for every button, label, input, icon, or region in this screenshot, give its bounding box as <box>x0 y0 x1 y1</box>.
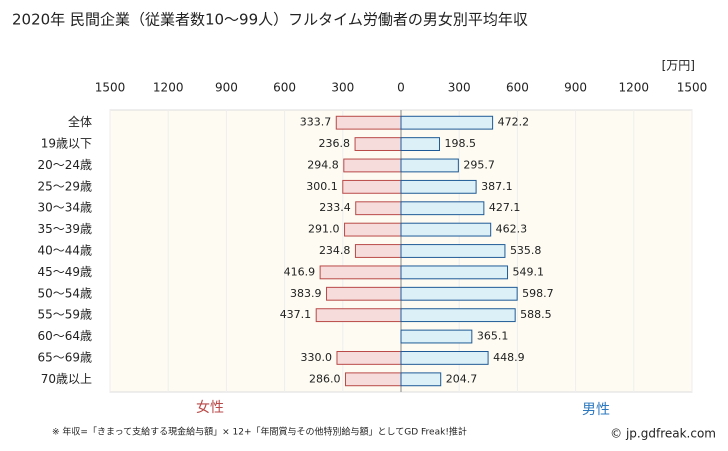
x-tick-label: 1500 <box>677 81 708 95</box>
value-label: 448.9 <box>493 351 525 364</box>
value-label: 387.1 <box>481 180 513 193</box>
bar <box>343 158 402 173</box>
y-tick-label: 60～64歳 <box>37 329 92 343</box>
y-tick-label: 25～29歳 <box>37 179 92 193</box>
x-tick-label: 600 <box>506 81 529 95</box>
y-tick-label: 55～59歳 <box>37 308 92 322</box>
bar <box>400 286 518 301</box>
bar <box>400 201 485 216</box>
value-label: 291.0 <box>308 223 340 236</box>
value-label: 198.5 <box>445 137 477 150</box>
value-label: 333.7 <box>300 116 332 129</box>
x-tick-label: 0 <box>397 81 405 95</box>
x-tick-label: 300 <box>331 81 354 95</box>
bar <box>336 351 402 365</box>
unit-label: [万円] <box>662 59 695 73</box>
value-label: 588.5 <box>520 308 552 321</box>
legend-label: 男性 <box>582 402 610 418</box>
value-label: 294.8 <box>307 158 339 171</box>
x-tick-label: 900 <box>564 81 587 95</box>
value-label: 462.3 <box>496 223 527 236</box>
bar <box>345 372 402 387</box>
bar <box>400 244 506 258</box>
bar <box>355 201 402 216</box>
bar <box>400 329 473 344</box>
bar <box>354 137 402 151</box>
value-label: 300.1 <box>306 180 338 193</box>
bar <box>344 222 402 237</box>
x-tick-label: 600 <box>273 81 296 95</box>
value-label: 204.7 <box>446 372 478 385</box>
value-label: 383.9 <box>290 287 322 300</box>
y-tick-label: 65～69歳 <box>37 350 92 364</box>
bar <box>342 179 402 194</box>
value-label: 535.8 <box>510 244 542 257</box>
bar <box>400 115 494 130</box>
bar <box>326 286 402 301</box>
footnote: ※ 年収=「きまって支給する現金給与額」× 12+「年間賞与その他特別給与額」と… <box>52 426 467 438</box>
value-label: 427.1 <box>489 201 521 214</box>
value-label: 365.1 <box>477 330 509 343</box>
legend-label: 女性 <box>196 399 224 416</box>
credit: © jp.gdfreak.com <box>610 427 716 441</box>
x-tick-label: 1200 <box>153 81 184 95</box>
bar <box>400 179 477 194</box>
value-label: 416.9 <box>284 265 316 278</box>
value-label: 286.0 <box>309 372 341 385</box>
bar <box>400 222 492 237</box>
bar <box>400 351 489 365</box>
bar <box>319 265 402 280</box>
chart-title: 2020年 民間企業（従業者数10～99人）フルタイム労働者の男女別平均年収 <box>12 11 528 29</box>
y-tick-label: 70歳以上 <box>41 372 92 386</box>
y-tick-label: 30～34歳 <box>37 201 92 215</box>
x-tick-label: 1200 <box>619 81 650 95</box>
bar <box>315 308 402 323</box>
y-tick-label: 20～24歳 <box>37 158 92 172</box>
bar <box>400 137 441 151</box>
value-label: 437.1 <box>280 308 312 321</box>
y-tick-label: 45～49歳 <box>37 265 92 279</box>
y-tick-label: 40～44歳 <box>37 244 92 258</box>
y-tick-label: 50～54歳 <box>37 286 92 300</box>
value-label: 233.4 <box>319 201 351 214</box>
bar <box>400 158 459 173</box>
bar <box>400 308 516 323</box>
value-label: 234.8 <box>319 244 351 257</box>
bar <box>354 244 402 258</box>
y-tick-label: 19歳以下 <box>41 137 92 151</box>
value-label: 549.1 <box>513 265 545 278</box>
value-label: 295.7 <box>463 158 495 171</box>
x-tick-label: 1500 <box>95 81 126 95</box>
value-label: 472.2 <box>498 116 530 129</box>
y-tick-label: 35～39歳 <box>37 222 92 236</box>
value-label: 598.7 <box>522 287 554 300</box>
x-tick-label: 900 <box>215 81 238 95</box>
bar <box>400 265 509 280</box>
value-label: 330.0 <box>300 351 332 364</box>
y-tick-label: 全体 <box>68 114 92 129</box>
value-label: 236.8 <box>319 137 351 150</box>
bar <box>335 115 402 130</box>
bar <box>400 372 442 387</box>
x-tick-label: 300 <box>448 81 471 95</box>
